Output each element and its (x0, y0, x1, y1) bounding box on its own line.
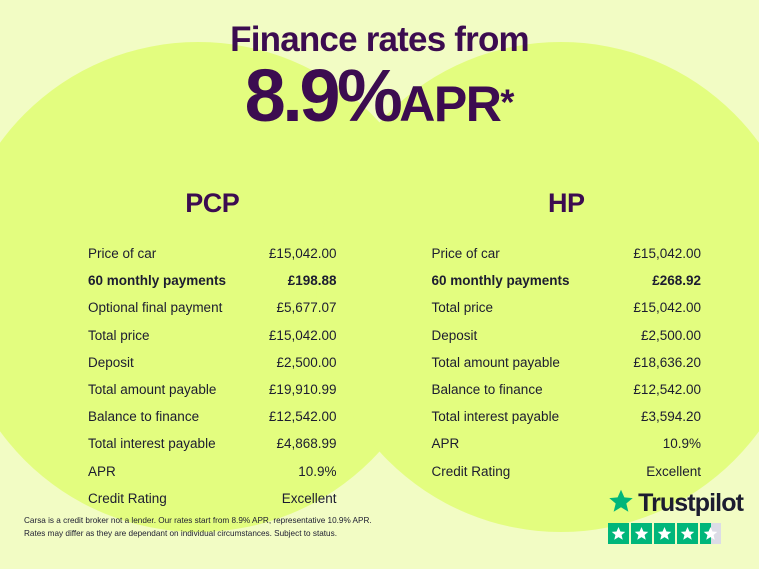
row-value: £12,542.00 (633, 382, 701, 398)
disclaimer-line-2: Rates may differ as they are dependant o… (24, 528, 337, 538)
table-row: Optional final payment £5,677.07 (88, 294, 337, 321)
row-value: £15,042.00 (268, 246, 337, 262)
row-value: £3,594.20 (640, 409, 701, 425)
row-value: £5,677.07 (276, 300, 337, 316)
finance-column-hp: HP Price of car £15,042.00 60 monthly pa… (380, 188, 759, 512)
table-row: Balance to finance £12,542.00 (88, 403, 337, 430)
row-label: Total price (88, 327, 150, 343)
row-value: £18,636.20 (633, 354, 701, 370)
table-row: Total interest payable £4,868.99 (88, 430, 337, 457)
table-row: Price of car £15,042.00 (88, 240, 337, 267)
rating-star-1 (608, 523, 630, 544)
table-row: Deposit £2,500.00 (88, 349, 337, 376)
finance-column-pcp: PCP Price of car £15,042.00 60 monthly p… (0, 188, 380, 512)
row-label: Credit Rating (431, 463, 511, 479)
row-value: £4,868.99 (276, 436, 337, 452)
trustpilot-badge[interactable]: Trustpilot (608, 488, 744, 544)
disclaimer-text: Carsa is a credit broker not a lender. O… (24, 515, 444, 540)
poster-header: Finance rates from 8.9%APR* (0, 0, 759, 132)
row-value: £12,542.00 (268, 409, 337, 425)
table-row: Balance to finance £12,542.00 (432, 376, 702, 403)
row-label: Credit Rating (88, 490, 167, 506)
row-label: 60 monthly payments (431, 273, 570, 289)
row-label: Total price (431, 300, 494, 316)
row-label: Total interest payable (431, 409, 560, 425)
trustpilot-star-icon (608, 488, 634, 519)
row-value: £15,042.00 (268, 327, 337, 343)
trustpilot-rating-stars (608, 523, 743, 544)
row-label: Price of car (88, 246, 157, 262)
row-value: £198.88 (287, 273, 337, 289)
row-value: 10.9% (662, 436, 701, 452)
trustpilot-logo: Trustpilot (608, 488, 744, 519)
row-value: £15,042.00 (633, 246, 701, 262)
table-row: Total interest payable £3,594.20 (432, 403, 702, 430)
row-label: Deposit (88, 354, 134, 370)
row-label: Optional final payment (88, 300, 223, 316)
column-title-hp: HP (547, 188, 585, 218)
table-row: APR 10.9% (432, 430, 702, 457)
table-row: APR 10.9% (88, 458, 337, 485)
row-label: Balance to finance (88, 409, 200, 425)
row-label: 60 monthly payments (88, 273, 227, 289)
row-label: Total amount payable (431, 354, 560, 370)
table-row: Total price £15,042.00 (432, 294, 702, 321)
column-title-pcp: PCP (185, 188, 240, 218)
rating-star-5-half (700, 523, 722, 544)
table-row: 60 monthly payments £198.88 (88, 267, 337, 294)
finance-comparison-columns: PCP Price of car £15,042.00 60 monthly p… (0, 188, 759, 512)
table-row: Total amount payable £19,910.99 (88, 376, 337, 403)
row-label: APR (88, 463, 116, 479)
row-label: Total amount payable (88, 382, 217, 398)
trustpilot-wordmark: Trustpilot (638, 489, 744, 517)
row-value: Excellent (281, 490, 337, 506)
table-row: Credit Rating Excellent (88, 485, 337, 512)
table-row: 60 monthly payments £268.92 (432, 267, 702, 294)
row-label: Deposit (431, 327, 478, 343)
pcp-rows: Price of car £15,042.00 60 monthly payme… (88, 240, 337, 512)
row-value: Excellent (646, 463, 701, 479)
table-row: Total amount payable £18,636.20 (432, 349, 702, 376)
headline-rate-value: 8.9% (244, 53, 403, 137)
rating-star-3 (654, 523, 676, 544)
headline-apr-label: APR (399, 75, 502, 132)
row-value: £19,910.99 (268, 382, 337, 398)
rating-star-2 (631, 523, 653, 544)
table-row: Credit Rating Excellent (432, 458, 702, 485)
table-row: Total price £15,042.00 (88, 322, 337, 349)
table-row: Deposit £2,500.00 (432, 322, 702, 349)
hp-rows: Price of car £15,042.00 60 monthly payme… (432, 240, 702, 485)
row-value: 10.9% (298, 463, 337, 479)
row-label: APR (431, 436, 460, 452)
headline-asterisk: * (500, 81, 515, 123)
row-label: Balance to finance (431, 382, 543, 398)
disclaimer-line-1: Carsa is a credit broker not a lender. O… (24, 516, 372, 525)
row-value: £268.92 (652, 273, 701, 289)
headline-rate-line: 8.9%APR* (0, 58, 759, 132)
row-label: Total interest payable (88, 436, 216, 452)
rating-star-4 (677, 523, 699, 544)
row-label: Price of car (431, 246, 500, 262)
table-row: Price of car £15,042.00 (432, 240, 702, 267)
row-value: £15,042.00 (633, 300, 701, 316)
row-value: £2,500.00 (276, 354, 337, 370)
row-value: £2,500.00 (640, 327, 701, 343)
